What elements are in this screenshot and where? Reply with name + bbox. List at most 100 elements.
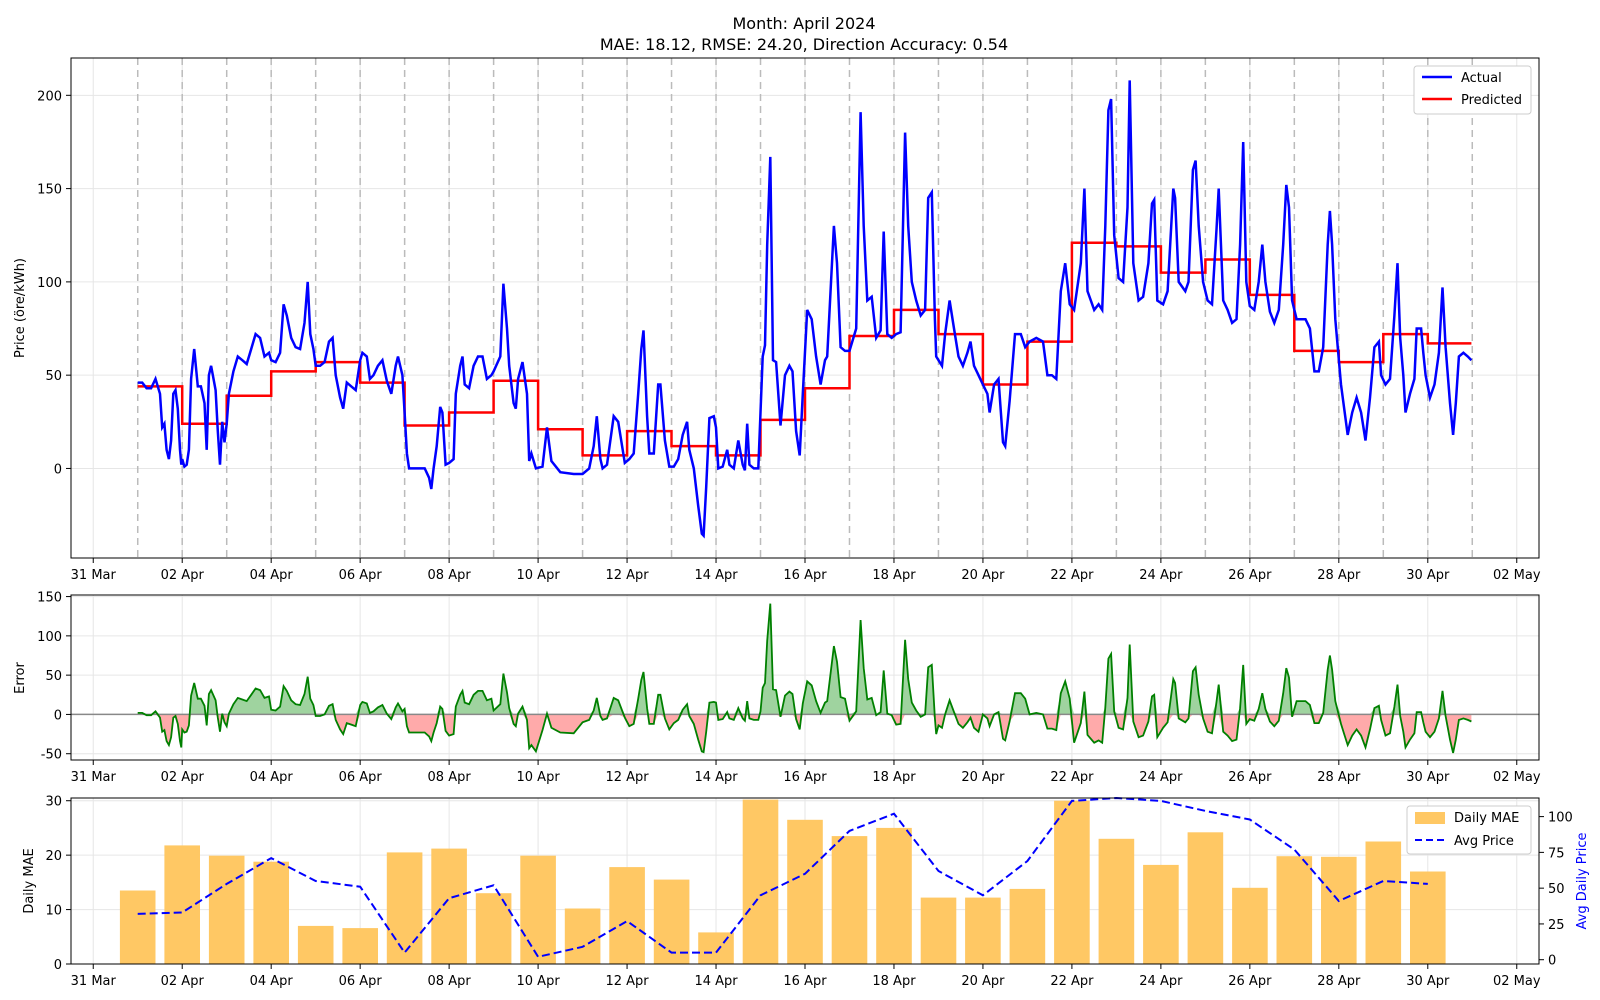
x-tick-label: 10 Apr: [517, 568, 561, 583]
mae-bar: [1143, 864, 1179, 964]
y-tick-label: 150: [37, 183, 62, 198]
y2-tick-label: 0: [1548, 954, 1556, 969]
y2-tick-label: 50: [1548, 882, 1565, 897]
x-tick-label: 12 Apr: [605, 770, 649, 785]
error-y-axis-label: Error: [13, 662, 28, 694]
x-tick-label: 24 Apr: [1139, 974, 1183, 989]
daily-panel: 31 Mar 02 Apr 04 Apr 06 Apr 08 Apr 10 Apr 12 A…: [22, 795, 1590, 989]
x-tick-label: 31 Mar: [71, 770, 117, 785]
x-tick-label: 08 Apr: [428, 770, 472, 785]
y2-tick-label: 100: [1548, 811, 1573, 826]
mae-bar: [876, 827, 912, 964]
x-tick-label: 22 Apr: [1050, 974, 1094, 989]
x-tick-label: 30 Apr: [1406, 770, 1450, 785]
x-tick-label: 28 Apr: [1317, 568, 1361, 583]
price-y-ticks: 0 50 100 150 200: [37, 89, 71, 477]
y2-tick-label: 25: [1548, 918, 1565, 933]
y-tick-label: 100: [37, 630, 62, 645]
x-tick-label: 02 May: [1493, 568, 1541, 583]
mae-bar: [119, 890, 156, 964]
x-tick-label: 26 Apr: [1228, 974, 1272, 989]
x-tick-label: 22 Apr: [1050, 770, 1094, 785]
y-tick-label: 0: [54, 958, 62, 973]
x-tick-label: 02 Apr: [161, 568, 205, 583]
mae-bar: [164, 845, 200, 964]
actual-series-line: [137, 80, 1473, 539]
x-tick-label: 26 Apr: [1228, 568, 1272, 583]
x-tick-label: 06 Apr: [339, 770, 383, 785]
daily-y-axis-label: Daily MAE: [22, 848, 37, 913]
mae-bar: [1009, 888, 1046, 964]
x-tick-label: 10 Apr: [517, 770, 561, 785]
x-tick-label: 14 Apr: [694, 770, 738, 785]
price-y-axis-label: Price (öre/kWh): [13, 258, 28, 358]
mae-bar: [920, 897, 957, 964]
price-panel: 31 Mar 02 Apr 04 Apr 06 Apr 08 Apr 10 Apr 12 A…: [13, 57, 1541, 583]
mae-bar: [1410, 871, 1446, 964]
x-tick-label: 14 Apr: [694, 974, 738, 989]
y-tick-label: -50: [41, 748, 62, 763]
x-tick-label: 06 Apr: [339, 568, 383, 583]
error-grid: [71, 595, 1539, 760]
x-tick-label: 04 Apr: [250, 568, 294, 583]
daily-y2-ticks: 0 25 50 75 100: [1539, 811, 1573, 969]
mae-bar: [1232, 887, 1268, 964]
x-tick-label: 18 Apr: [872, 568, 916, 583]
mae-bar: [253, 861, 289, 964]
x-tick-label: 18 Apr: [872, 974, 916, 989]
mae-bar: [386, 852, 423, 964]
x-tick-label: 24 Apr: [1139, 770, 1183, 785]
x-tick-label: 08 Apr: [428, 568, 472, 583]
price-x-ticks: 31 Mar 02 Apr 04 Apr 06 Apr 08 Apr 10 Apr 12 A…: [71, 558, 1541, 583]
x-tick-label: 24 Apr: [1139, 568, 1183, 583]
mae-bar: [742, 799, 779, 964]
x-tick-label: 12 Apr: [605, 974, 649, 989]
x-tick-label: 08 Apr: [428, 974, 472, 989]
x-tick-label: 04 Apr: [250, 770, 294, 785]
y-tick-label: 150: [37, 591, 62, 606]
legend-mae-label: Daily MAE: [1454, 811, 1519, 826]
mae-bar: [787, 819, 823, 964]
price-legend: Actual Predicted: [1413, 65, 1532, 115]
mae-bar: [831, 836, 868, 964]
error-x-ticks: 31 Mar 02 Apr 04 Apr 06 Apr 08 Apr 10 Apr 12 A…: [71, 760, 1541, 785]
daily-x-ticks: 31 Mar 02 Apr 04 Apr 06 Apr 08 Apr 10 Apr 12 A…: [71, 964, 1541, 989]
x-tick-label: 16 Apr: [783, 568, 827, 583]
avg-price-series-line: [137, 796, 1428, 958]
legend-avg-label: Avg Price: [1454, 834, 1514, 849]
predicted-series-line: [137, 241, 1472, 457]
error-series-line: [137, 603, 1472, 754]
error-panel: 31 Mar 02 Apr 04 Apr 06 Apr 08 Apr 10 Apr 12 A…: [13, 591, 1541, 785]
mae-bar: [1365, 841, 1402, 964]
legend-actual-label: Actual: [1461, 71, 1502, 86]
legend-predicted-label: Predicted: [1461, 93, 1522, 108]
x-tick-label: 02 Apr: [161, 974, 205, 989]
x-tick-label: 26 Apr: [1228, 770, 1272, 785]
x-tick-label: 16 Apr: [783, 770, 827, 785]
x-tick-label: 28 Apr: [1317, 770, 1361, 785]
chart-title: Month: April 2024: [733, 14, 876, 33]
error-y-ticks: -50 0 50 100 150: [37, 591, 71, 763]
mae-bar: [609, 867, 645, 964]
x-tick-label: 20 Apr: [961, 974, 1005, 989]
x-tick-label: 02 May: [1493, 974, 1541, 989]
x-tick-label: 12 Apr: [605, 568, 649, 583]
x-tick-label: 30 Apr: [1406, 568, 1450, 583]
mae-bar: [1187, 832, 1224, 964]
x-tick-label: 30 Apr: [1406, 974, 1450, 989]
x-tick-label: 28 Apr: [1317, 974, 1361, 989]
x-tick-label: 31 Mar: [71, 568, 117, 583]
x-tick-label: 16 Apr: [783, 974, 827, 989]
x-tick-label: 02 Apr: [161, 770, 205, 785]
mae-bar: [297, 925, 334, 964]
y-tick-label: 50: [45, 669, 62, 684]
x-tick-label: 20 Apr: [961, 770, 1005, 785]
mae-bar: [431, 848, 467, 964]
y-tick-label: 0: [54, 708, 62, 723]
x-tick-label: 18 Apr: [872, 770, 916, 785]
x-tick-label: 10 Apr: [517, 974, 561, 989]
y-tick-label: 10: [45, 904, 62, 919]
x-tick-label: 14 Apr: [694, 568, 738, 583]
mae-bar: [208, 855, 245, 964]
